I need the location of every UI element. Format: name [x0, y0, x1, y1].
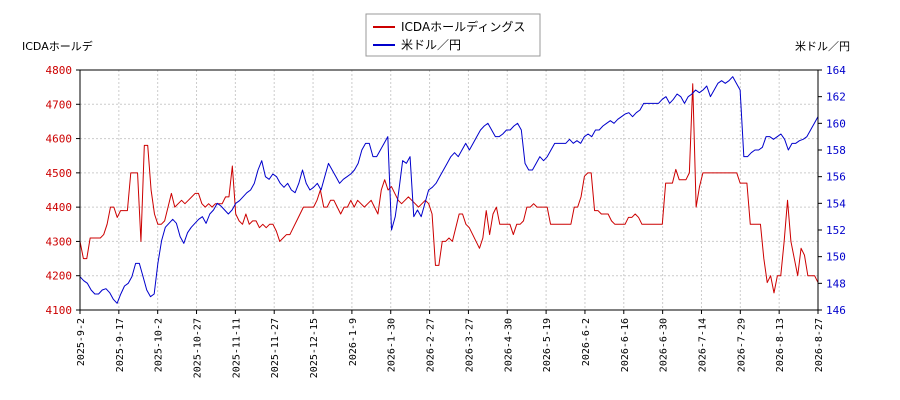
- left-tick-label: 4700: [46, 98, 73, 111]
- right-tick-label: 150: [826, 251, 846, 264]
- x-tick-label: 2026-3-27: [464, 318, 475, 372]
- x-tick-label: 2025-9-2: [76, 318, 87, 366]
- right-tick-label: 156: [826, 171, 846, 184]
- right-axis-ticks: 146 148 150 152 154 156 158 160 162 164: [818, 64, 846, 317]
- x-tick-label: 2025-10-27: [193, 318, 204, 378]
- x-tick-label: 2025-12-15: [309, 318, 320, 378]
- left-tick-label: 4100: [46, 304, 73, 317]
- right-tick-label: 154: [826, 197, 846, 210]
- right-axis-title: 米ドル／円: [795, 40, 850, 53]
- left-tick-label: 4800: [46, 64, 73, 77]
- x-tick-label: 2026-4-30: [503, 318, 514, 372]
- right-tick-label: 160: [826, 117, 846, 130]
- right-tick-label: 152: [826, 224, 846, 237]
- x-tick-label: 2026-7-14: [697, 318, 708, 372]
- left-tick-label: 4600: [46, 133, 73, 146]
- series-line-icda: [79, 83, 819, 294]
- x-tick-label: 2026-6-30: [659, 318, 670, 372]
- x-tick-label: 2025-11-27: [270, 318, 281, 378]
- x-tick-label: 2026-7-29: [736, 318, 747, 372]
- left-tick-label: 4400: [46, 201, 73, 214]
- grid: [79, 69, 819, 311]
- x-tick-label: 2026-2-27: [426, 318, 437, 372]
- x-tick-label: 2026-1-30: [387, 318, 398, 372]
- legend-label-series-1: ICDAホールディングス: [401, 19, 525, 34]
- legend-box: [365, 13, 541, 57]
- left-axis-title: ICDAホールデ: [22, 39, 93, 53]
- right-tick-label: 146: [826, 304, 846, 317]
- x-tick-label: 2025-11-11: [231, 318, 242, 378]
- left-tick-label: 4500: [46, 167, 73, 180]
- left-axis-ticks: 4100 4200 4300 4400 4500 4600 4700 4800: [46, 64, 80, 317]
- right-tick-label: 162: [826, 91, 846, 104]
- x-tick-label: 2026-8-27: [814, 318, 825, 372]
- x-tick-label: 2026-5-19: [542, 318, 553, 372]
- right-tick-label: 148: [826, 277, 846, 290]
- x-tick-label: 2026-6-2: [581, 318, 592, 366]
- right-tick-label: 158: [826, 144, 846, 157]
- right-tick-label: 164: [826, 64, 846, 77]
- series-lines: [79, 76, 819, 304]
- x-tick-label: 2026-8-13: [775, 318, 786, 372]
- plot-frame: [79, 69, 819, 311]
- left-tick-label: 4200: [46, 270, 73, 283]
- x-tick-label: 2026-1-9: [348, 318, 359, 366]
- left-tick-label: 4300: [46, 235, 73, 248]
- x-axis-ticks: 2025-9-2 2025-9-17 2025-10-2 2025-10-27 2025…: [76, 310, 825, 378]
- x-tick-label: 2025-10-2: [154, 318, 165, 372]
- x-tick-label: 2026-6-16: [620, 318, 631, 372]
- legend: ICDAホールディングス 米ドル／円: [365, 13, 541, 57]
- x-tick-label: 2025-9-17: [115, 318, 126, 372]
- series-line-usdjpy: [79, 76, 819, 304]
- legend-label-series-2: 米ドル／円: [401, 38, 461, 52]
